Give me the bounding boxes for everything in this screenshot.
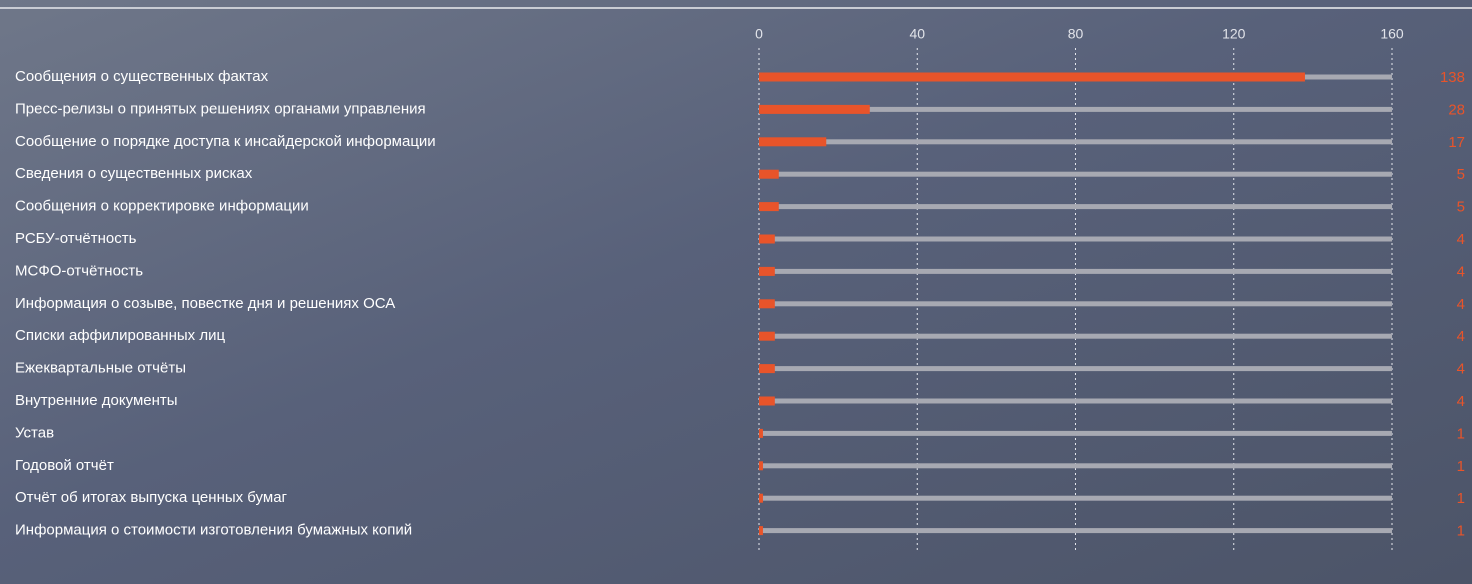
value-label: 5 bbox=[1457, 199, 1465, 216]
bar bbox=[759, 299, 775, 309]
value-label: 1 bbox=[1457, 523, 1465, 540]
value-label: 4 bbox=[1457, 393, 1465, 410]
y-tick-label: МСФО-отчётность bbox=[15, 262, 143, 279]
y-tick-label: Годовой отчёт bbox=[15, 457, 114, 474]
bar bbox=[759, 137, 827, 147]
y-tick-label: Ежеквартальные отчёты bbox=[15, 360, 186, 377]
x-tick-label: 40 bbox=[909, 26, 925, 42]
value-label: 4 bbox=[1457, 361, 1465, 378]
x-tick-label: 160 bbox=[1380, 26, 1404, 42]
y-tick-label: Информация о стоимости изготовления бума… bbox=[15, 522, 412, 539]
bar bbox=[759, 104, 870, 114]
value-label: 4 bbox=[1457, 296, 1465, 313]
y-tick-label: Пресс-релизы о принятых решениях органам… bbox=[15, 100, 426, 117]
bar-track bbox=[759, 398, 1392, 404]
bar-track bbox=[759, 204, 1392, 210]
bar bbox=[759, 526, 763, 536]
bar bbox=[759, 169, 779, 179]
bar bbox=[759, 428, 763, 438]
y-tick-label: Сообщение о порядке доступа к инсайдерск… bbox=[15, 133, 436, 150]
bar-track bbox=[759, 236, 1392, 242]
value-label: 28 bbox=[1448, 101, 1465, 118]
value-label: 138 bbox=[1440, 69, 1465, 86]
bar-track bbox=[759, 268, 1392, 274]
bar-track bbox=[759, 171, 1392, 177]
value-label: 17 bbox=[1448, 134, 1465, 151]
value-label: 1 bbox=[1457, 490, 1465, 507]
x-tick-label: 0 bbox=[755, 26, 763, 42]
y-tick-label: Списки аффилированных лиц bbox=[15, 327, 225, 344]
bar bbox=[759, 396, 775, 406]
y-tick-label: Сведения о существенных рисках bbox=[15, 165, 253, 182]
x-tick-label: 120 bbox=[1222, 26, 1246, 42]
y-tick-label: РСБУ-отчётность bbox=[15, 230, 137, 247]
bar bbox=[759, 331, 775, 341]
y-tick-label: Информация о созыве, повестке дня и реше… bbox=[15, 295, 395, 312]
bar bbox=[759, 202, 779, 212]
bar bbox=[759, 72, 1305, 82]
bar-track bbox=[759, 430, 1392, 436]
x-tick-label: 80 bbox=[1068, 26, 1084, 42]
bar-track bbox=[759, 463, 1392, 469]
y-tick-label: Отчёт об итогах выпуска ценных бумаг bbox=[15, 489, 288, 506]
bar-track bbox=[759, 495, 1392, 501]
bar bbox=[759, 461, 763, 471]
bar-track bbox=[759, 139, 1392, 145]
bar bbox=[759, 493, 763, 503]
value-label: 4 bbox=[1457, 263, 1465, 280]
y-tick-label: Внутренние документы bbox=[15, 392, 178, 409]
value-label: 4 bbox=[1457, 328, 1465, 345]
bar bbox=[759, 364, 775, 374]
bar-track bbox=[759, 301, 1392, 307]
bar-track bbox=[759, 333, 1392, 339]
value-label: 5 bbox=[1457, 166, 1465, 183]
y-tick-label: Сообщения о корректировке информации bbox=[15, 198, 309, 215]
value-label: 1 bbox=[1457, 425, 1465, 442]
bar bbox=[759, 266, 775, 276]
bar bbox=[759, 234, 775, 244]
value-label: 4 bbox=[1457, 231, 1465, 248]
value-label: 1 bbox=[1457, 458, 1465, 475]
bar-track bbox=[759, 106, 1392, 112]
y-tick-label: Сообщения о существенных фактах bbox=[15, 68, 269, 85]
bar-track bbox=[759, 528, 1392, 534]
y-tick-label: Устав bbox=[15, 424, 54, 441]
bar-track bbox=[759, 366, 1392, 372]
